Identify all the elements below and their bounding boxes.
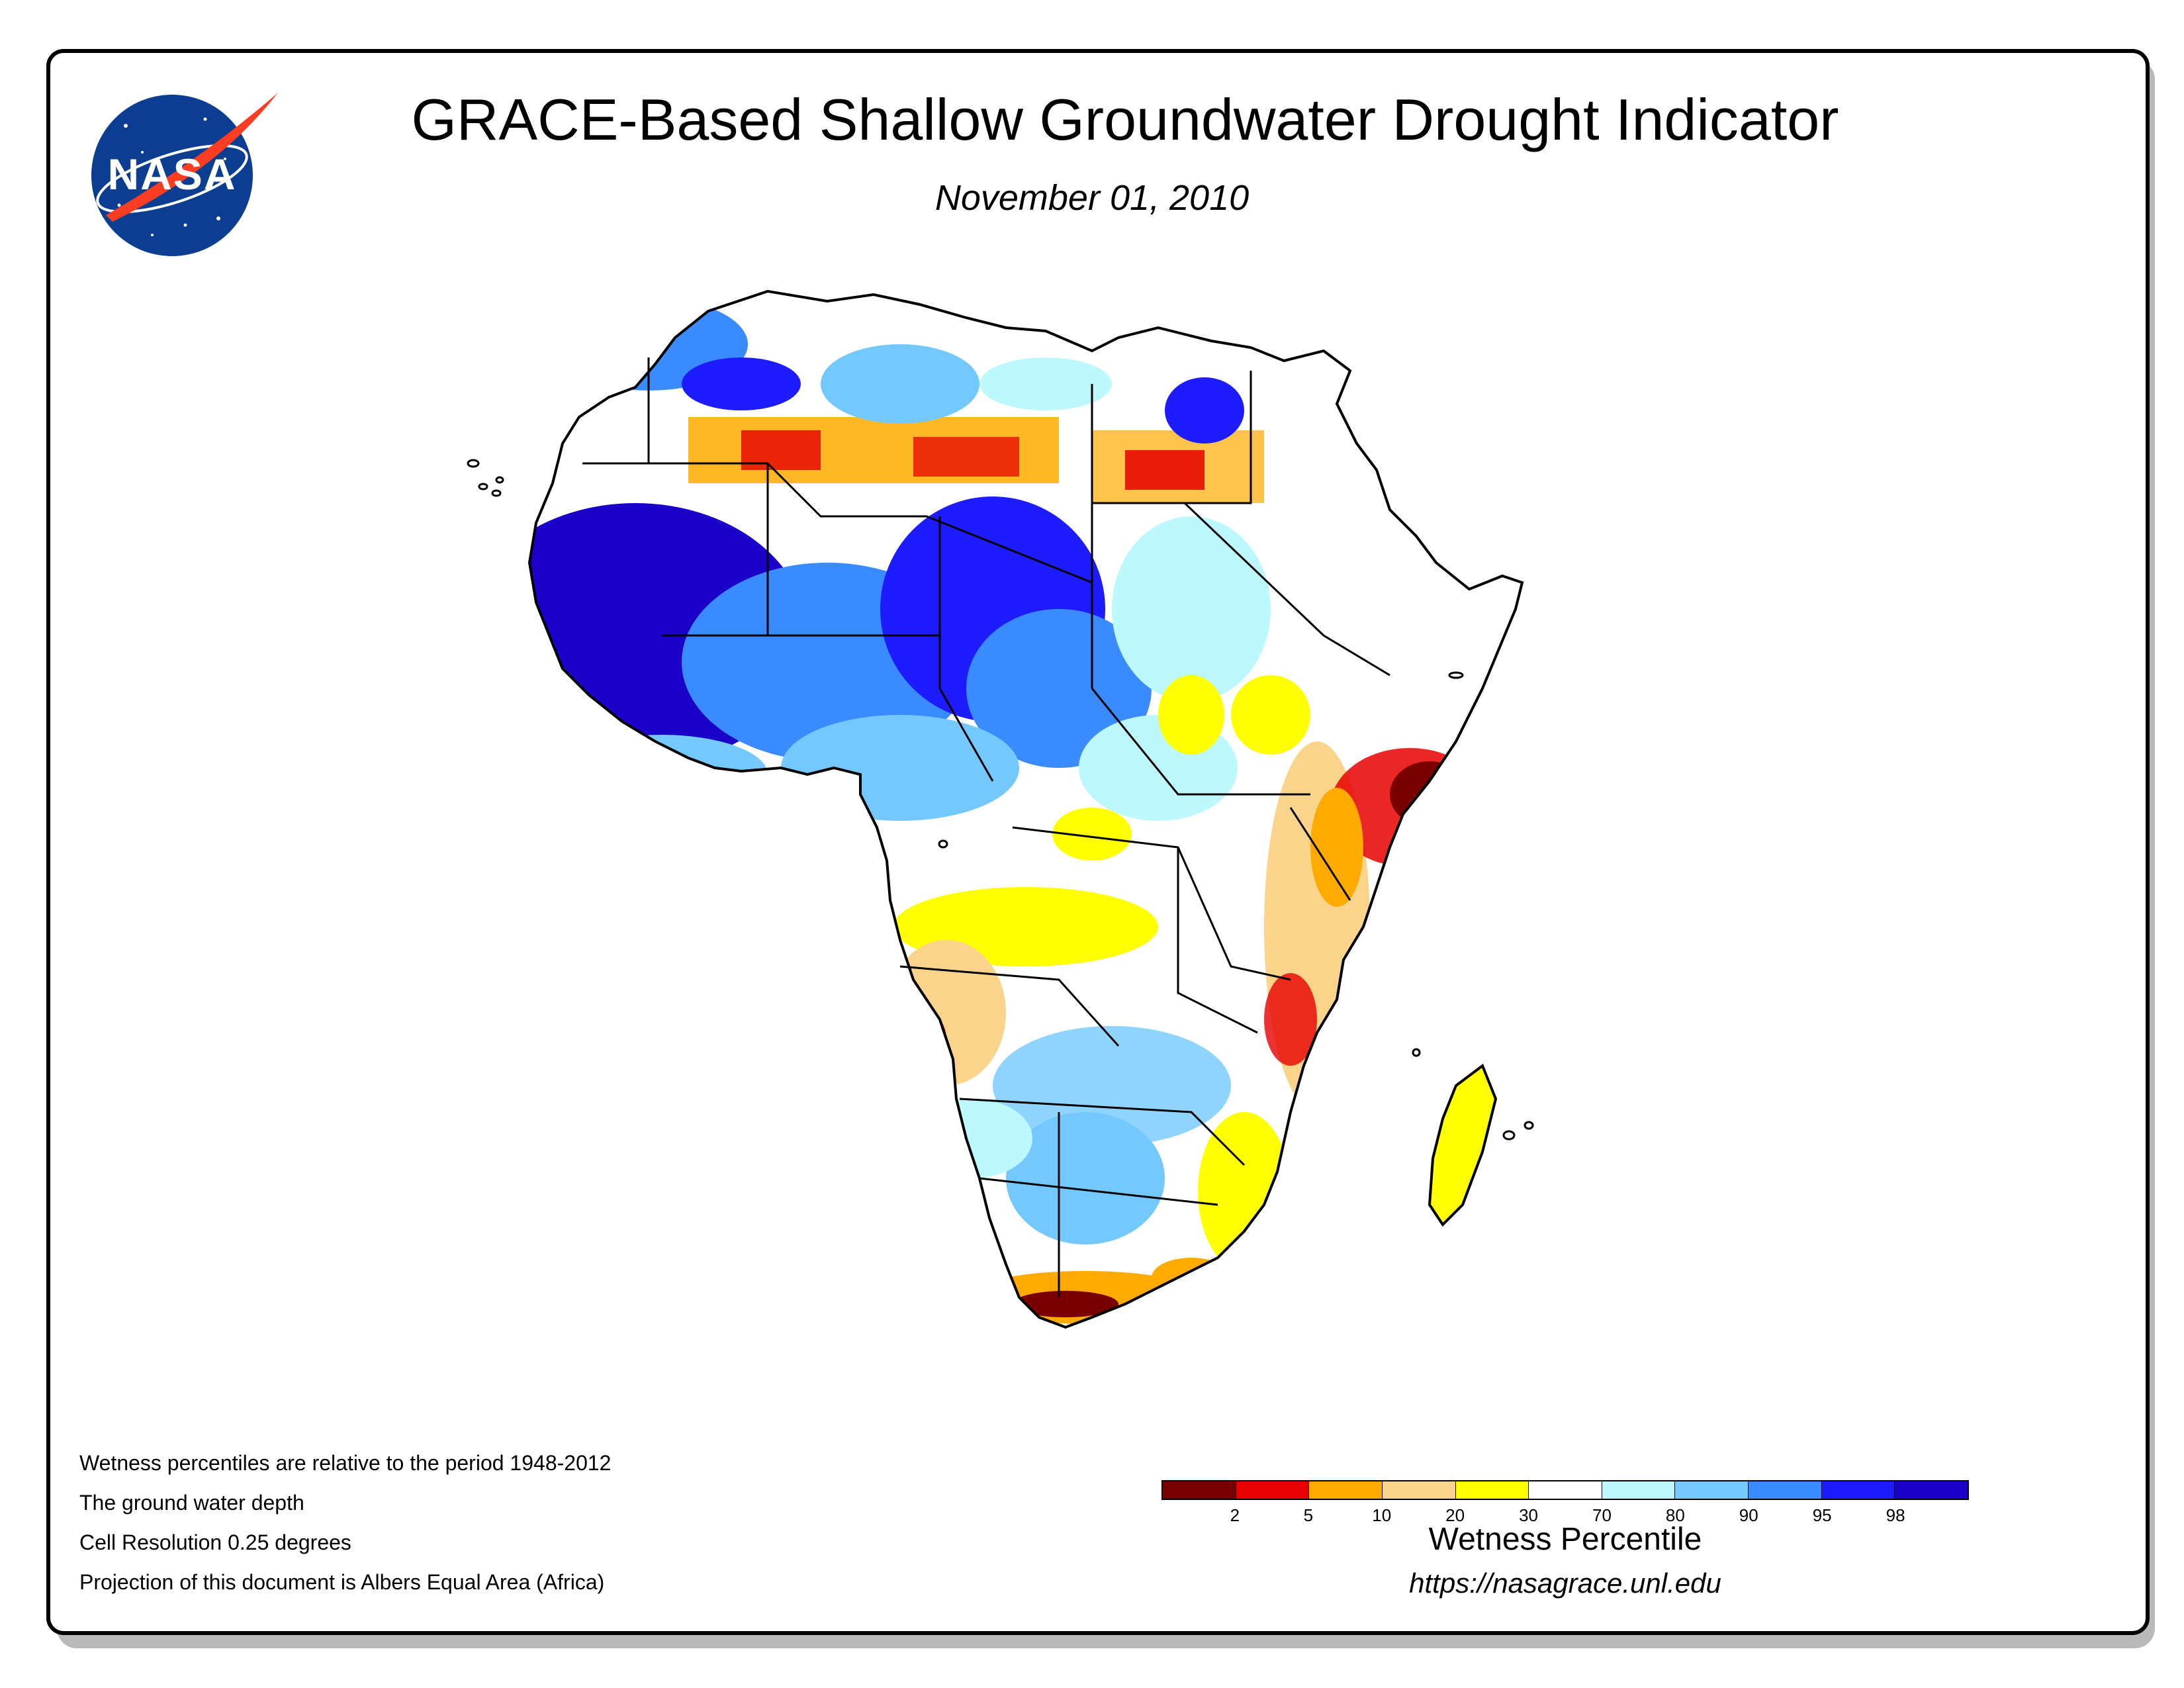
nasa-logo: NASA xyxy=(91,93,278,256)
legend-tick-label: 90 xyxy=(1739,1505,1758,1525)
legend-swatch xyxy=(1895,1481,1968,1499)
note-percentile-period: Wetness percentiles are relative to the … xyxy=(79,1451,612,1475)
legend-swatch xyxy=(1529,1481,1602,1499)
legend-tick-label: 10 xyxy=(1372,1505,1392,1525)
color-legend: 2 5 10 20 30 70 80 90 95 98 xyxy=(1161,1480,1969,1525)
note-depth: The ground water depth xyxy=(79,1491,304,1515)
page-title: GRACE-Based Shallow Groundwater Drought … xyxy=(411,87,1839,152)
legend-title: Wetness Percentile xyxy=(1428,1522,1702,1557)
legend-swatch xyxy=(1602,1481,1676,1499)
map-notes: Wetness percentiles are relative to the … xyxy=(79,1443,611,1602)
legend-swatch xyxy=(1749,1481,1822,1499)
africa-map xyxy=(467,290,1534,1329)
legend-ticks: 2 5 10 20 30 70 80 90 95 98 xyxy=(1161,1500,1969,1525)
map-date: November 01, 2010 xyxy=(934,178,1250,218)
legend-swatch xyxy=(1236,1481,1310,1499)
legend-tick-label: 70 xyxy=(1592,1505,1612,1525)
legend-color-bar xyxy=(1161,1480,1969,1500)
legend-tick-label: 20 xyxy=(1445,1505,1465,1525)
note-projection: Projection of this document is Albers Eq… xyxy=(79,1570,605,1594)
note-resolution: Cell Resolution 0.25 degrees xyxy=(79,1530,351,1554)
legend-swatch xyxy=(1163,1481,1236,1499)
legend-swatch xyxy=(1309,1481,1383,1499)
legend-tick-label: 95 xyxy=(1812,1505,1832,1525)
svg-text:NASA: NASA xyxy=(107,150,236,199)
legend-tick-label: 98 xyxy=(1886,1505,1905,1525)
legend-tick-label: 2 xyxy=(1230,1505,1240,1525)
legend-tick-label: 30 xyxy=(1519,1505,1538,1525)
source-url[interactable]: https://nasagrace.unl.edu xyxy=(1409,1568,1721,1599)
legend-swatch xyxy=(1675,1481,1749,1499)
legend-swatch xyxy=(1821,1481,1895,1499)
legend-tick-label: 5 xyxy=(1303,1505,1314,1525)
legend-tick-label: 80 xyxy=(1665,1505,1685,1525)
legend-swatch xyxy=(1455,1481,1529,1499)
legend-swatch xyxy=(1382,1481,1456,1499)
